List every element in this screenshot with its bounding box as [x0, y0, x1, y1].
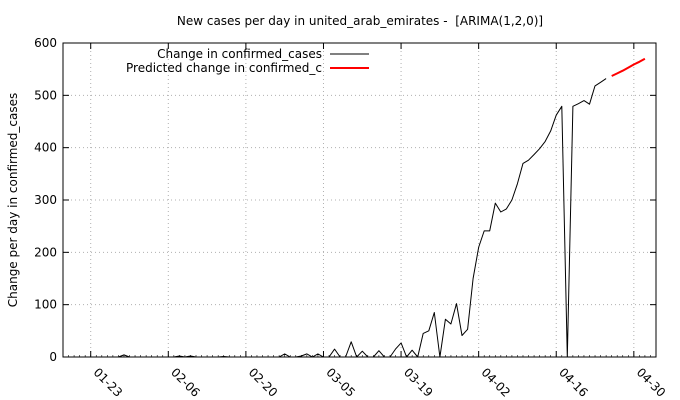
x-tick-label: 02-06 [168, 365, 203, 400]
grid-lines [63, 43, 656, 357]
y-tick-label: 600 [34, 36, 57, 50]
series-lines [63, 57, 646, 358]
chart-title: New cases per day in united_arab_emirate… [177, 14, 543, 28]
y-tick-label: 500 [34, 88, 57, 102]
x-tick-label: 03-05 [323, 365, 358, 400]
legend-label-change-in-confirmed-cases: Change in confirmed_cases [157, 47, 322, 61]
y-tick-label: 200 [34, 245, 57, 259]
x-tick-label: 04-02 [479, 365, 514, 400]
x-tick-label: 01-23 [91, 365, 126, 400]
x-tick-label: 04-16 [556, 365, 591, 400]
y-tick-label: 0 [49, 350, 57, 364]
x-tick-label: 03-19 [401, 365, 436, 400]
x-tick-label: 02-20 [246, 365, 281, 400]
y-tick-label: 100 [34, 298, 57, 312]
axis-ticks: 0 100 200 300 400 500 600 01-23 02-06 02-20 03-05 0… [34, 36, 668, 400]
series-line-change-in-confirmed-cases [63, 78, 607, 358]
x-tick-label: 04-30 [634, 365, 669, 400]
y-tick-label: 300 [34, 193, 57, 207]
legend: Change in confirmed_cases Predicted chan… [126, 47, 369, 75]
y-axis-label: Change per day in confirmed_cases [6, 93, 20, 308]
series-line-predicted-change [611, 57, 646, 77]
y-tick-label: 400 [34, 141, 57, 155]
legend-label-predicted-change: Predicted change in confirmed_c [126, 61, 322, 75]
